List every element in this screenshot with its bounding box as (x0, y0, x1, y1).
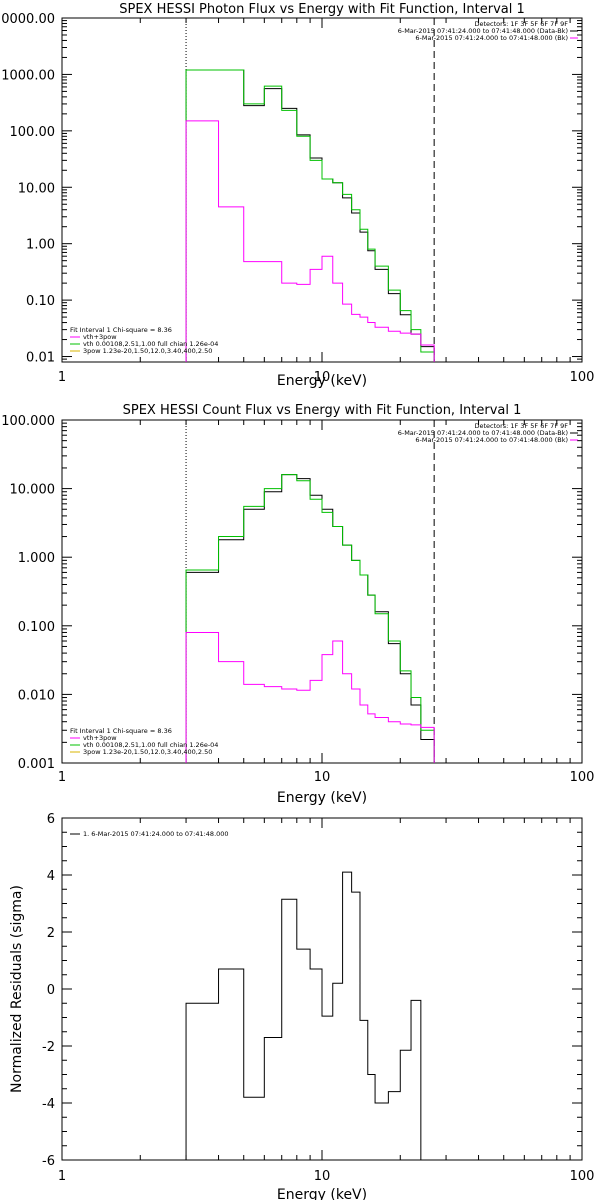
series-line-2 (185, 69, 435, 362)
y-tick-label: 6 (47, 812, 55, 827)
y-tick-label: 4 (47, 869, 55, 884)
y-tick-label: 100.000 (1, 414, 55, 429)
series-line-1 (185, 474, 435, 763)
y-tick-label: 0.010 (18, 688, 55, 703)
legend-right-entry: 6-Mar-2015 07:41:24.000 to 07:41:48.000 … (415, 436, 568, 444)
chart-title: SPEX HESSI Count Flux vs Energy with Fit… (123, 403, 522, 418)
y-tick-label: 1.000 (18, 551, 55, 566)
legend-left-entry: vth+3pow (83, 333, 117, 341)
series-line-3 (185, 120, 435, 362)
y-axis-label: Normalized Residuals (sigma) (9, 885, 25, 1093)
x-tick-label: 10 (314, 770, 331, 785)
series-line-3 (185, 631, 435, 763)
x-tick-label: 100 (570, 370, 595, 385)
legend-left-entry: vth 0.00108,2.51,1.00 full chian 1.26e-0… (83, 340, 218, 348)
chart-panel-1: SPEX HESSI Photon Flux vs Energy with Fi… (1, 2, 594, 389)
y-tick-label: 0 (47, 983, 55, 998)
x-axis-label: Energy (keV) (277, 373, 367, 389)
legend-right-entry: 6-Mar-2015 07:41:24.000 to 07:41:48.000 … (398, 429, 568, 437)
y-tick-label: 0000.00 (1, 12, 55, 27)
y-tick-label: 100.00 (10, 125, 56, 140)
chart-panel-2: SPEX HESSI Count Flux vs Energy with Fit… (1, 403, 594, 806)
legend-right-entry: Detectors: 1F 3F 5F 6F 7F 9F (474, 422, 568, 430)
legend-left-entry: Fit Interval 1 Chi-square = 8.36 (70, 727, 172, 735)
y-tick-label: -2 (42, 1040, 55, 1055)
legend-right-entry: 6-Mar-2015 07:41:24.000 to 07:41:48.000 … (398, 27, 568, 35)
x-tick-label: 10 (314, 1169, 331, 1184)
x-tick-label: 10 (314, 370, 331, 385)
y-tick-label: 10.000 (10, 483, 56, 498)
legend-left-entry: 1. 6-Mar-2015 07:41:24.000 to 07:41:48.0… (83, 830, 229, 838)
legend-left-entry: 3pow 1.23e-20,1.50,12.0,3.40,400,2.50 (83, 347, 212, 355)
y-tick-label: 0.001 (18, 757, 55, 772)
legend-left-entry: 3pow 1.23e-20,1.50,12.0,3.40,400,2.50 (83, 748, 212, 756)
y-tick-label: 1.00 (26, 238, 55, 253)
y-tick-label: 0.100 (18, 620, 55, 635)
y-tick-label: 0.01 (26, 351, 55, 366)
chart-panel-3: 1 10 100 -6 -4 -2 0 2 4 6 Energy (keV) Normalized R… (9, 812, 594, 1200)
plot-frame (61, 419, 583, 764)
x-axis-label: Energy (keV) (277, 1187, 367, 1200)
legend-left-entry: vth+3pow (83, 734, 117, 742)
x-tick-label: 100 (570, 770, 595, 785)
y-tick-label: 10.00 (18, 181, 55, 196)
x-tick-label: 100 (570, 1169, 595, 1184)
legend-right-entry: Detectors: 1F 3F 5F 6F 7F 9F (474, 20, 568, 28)
y-tick-label: 0.10 (26, 294, 55, 309)
y-tick-label: 1000.00 (1, 68, 55, 83)
x-axis-label: Energy (keV) (277, 790, 367, 806)
x-tick-label: 1 (58, 1169, 66, 1184)
series-line-1 (185, 871, 422, 1160)
y-tick-label: -6 (42, 1154, 55, 1169)
legend-right-entry: 6-Mar-2015 07:41:24.000 to 07:41:48.000 … (415, 34, 568, 42)
series-line-2 (185, 474, 435, 763)
x-tick-label: 1 (58, 370, 66, 385)
plot-frame (61, 17, 583, 363)
x-tick-label: 1 (58, 770, 66, 785)
legend-left-entry: vth 0.00108,2.51,1.00 full chian 1.26e-0… (83, 741, 218, 749)
series-line-1 (185, 69, 435, 362)
legend-left-entry: Fit Interval 1 Chi-square = 8.36 (70, 326, 172, 334)
y-tick-label: 2 (47, 926, 55, 941)
y-tick-label: -4 (42, 1097, 55, 1112)
chart-title: SPEX HESSI Photon Flux vs Energy with Fi… (119, 2, 525, 17)
